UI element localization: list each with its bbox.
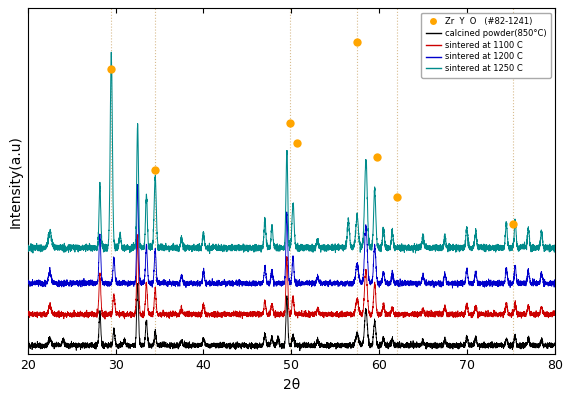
Y-axis label: Intensity(a.u): Intensity(a.u) (9, 135, 22, 228)
Legend: Zr  Y  O   (#82-1241), calcined powder(850°C), sintered at 1100 C, sintered at 1: Zr Y O (#82-1241), calcined powder(850°C… (421, 12, 550, 78)
X-axis label: 2θ: 2θ (283, 378, 300, 392)
